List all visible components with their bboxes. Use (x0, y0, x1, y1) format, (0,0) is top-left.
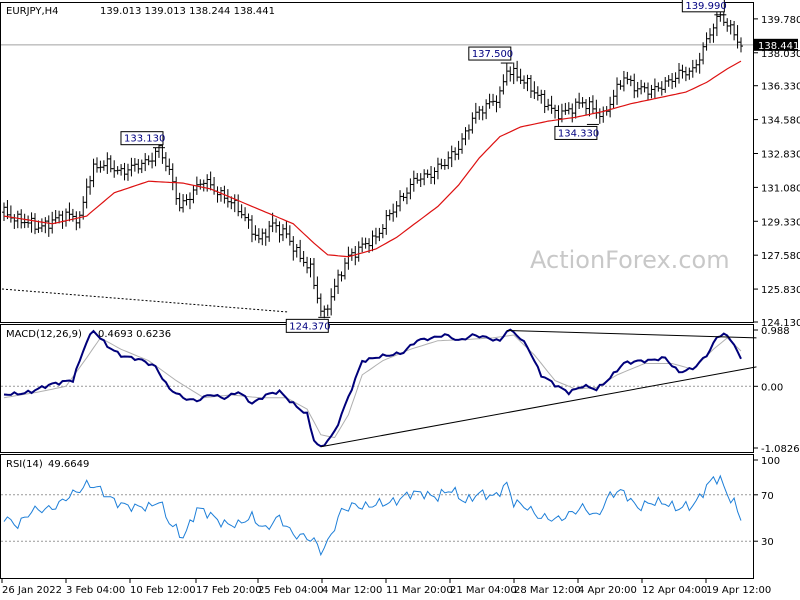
y-tick-label: 138.030 (761, 49, 800, 60)
axes: 139.780 138.030 136.330 134.580 132.830 131.0… (1, 15, 800, 596)
annotation-label: 134.330 (558, 128, 599, 139)
y-tick-label: 70 (761, 491, 774, 502)
y-tick-label: 30 (761, 537, 774, 548)
ohlc-label: 139.013 139.013 138.244 138.441 (100, 6, 275, 17)
annotation-label: 137.500 (472, 49, 513, 60)
watermark: ActionForex.com (530, 246, 730, 274)
annotation-label: 124.370 (289, 321, 330, 332)
y-tick-label: -1.0826 (761, 444, 800, 455)
y-tick-label: 129.330 (761, 217, 800, 228)
current-price-tag: 138.441 (754, 38, 799, 52)
moving-average-line (3, 60, 742, 258)
y-tick-label: 127.580 (761, 251, 800, 262)
y-tick-label: 125.830 (761, 285, 800, 296)
price-annotation: 137.500 (468, 46, 513, 64)
y-tick-label: 0.988 (761, 326, 790, 337)
macd-title: MACD(12,26,9) (6, 329, 82, 340)
macd-values: 0.4693 0.6236 (98, 329, 171, 340)
x-tick-label: 10 Feb 12:00 (130, 585, 196, 596)
y-tick-label: 139.780 (761, 15, 800, 26)
macd-trendline (320, 366, 757, 448)
annotation-label: 133.130 (124, 134, 165, 145)
price-panel-frame (0, 2, 754, 323)
macd-panel-frame (0, 324, 754, 453)
macd-trendline (506, 329, 757, 339)
x-tick-label: 3 Feb 04:00 (66, 585, 125, 596)
x-tick-label: 26 Jan 2022 (2, 585, 62, 596)
macd-line (3, 328, 742, 448)
x-tick-label: 28 Mar 12:00 (514, 585, 581, 596)
y-tick-label: 0.00 (761, 382, 783, 393)
y-tick-label: 100 (761, 456, 780, 467)
y-tick-label: 124.130 (761, 318, 800, 329)
rsi-values: 49.6649 (48, 459, 89, 470)
x-tick-label: 4 Apr 20:00 (578, 585, 637, 596)
rsi-line (3, 474, 742, 557)
svg-text:138.441: 138.441 (758, 41, 799, 52)
y-tick-label: 134.580 (761, 116, 800, 127)
price-plot: 133.130 124.370 137.500 134.330 139.990 (1, 0, 753, 333)
annotation-label: 139.990 (685, 1, 726, 12)
symbol-label: EURJPY,H4 (6, 6, 59, 17)
price-annotation: 133.130 (120, 131, 165, 149)
rsi-plot (1, 474, 753, 557)
price-annotation: 134.330 (554, 123, 599, 140)
price-annotation: 124.370 (285, 316, 331, 333)
x-tick-label: 4 Mar 12:00 (322, 585, 382, 596)
y-tick-label: 132.830 (761, 149, 800, 160)
price-bar (739, 37, 743, 53)
x-tick-label: 21 Mar 04:00 (450, 585, 517, 596)
macd-plot (1, 328, 757, 448)
rsi-title: RSI(14) (6, 459, 43, 470)
macd-signal-line (3, 334, 742, 439)
x-tick-label: 19 Apr 12:00 (706, 585, 771, 596)
x-tick-label: 11 Mar 20:00 (386, 585, 453, 596)
price-annotation: 139.990 (681, 0, 727, 16)
y-tick-label: 131.080 (761, 183, 800, 194)
x-tick-label: 25 Feb 04:00 (258, 585, 324, 596)
y-tick-label: 136.330 (761, 82, 800, 93)
x-tick-label: 12 Apr 04:00 (642, 585, 707, 596)
x-tick-label: 17 Feb 20:00 (196, 585, 262, 596)
rsi-panel-frame (0, 454, 754, 579)
